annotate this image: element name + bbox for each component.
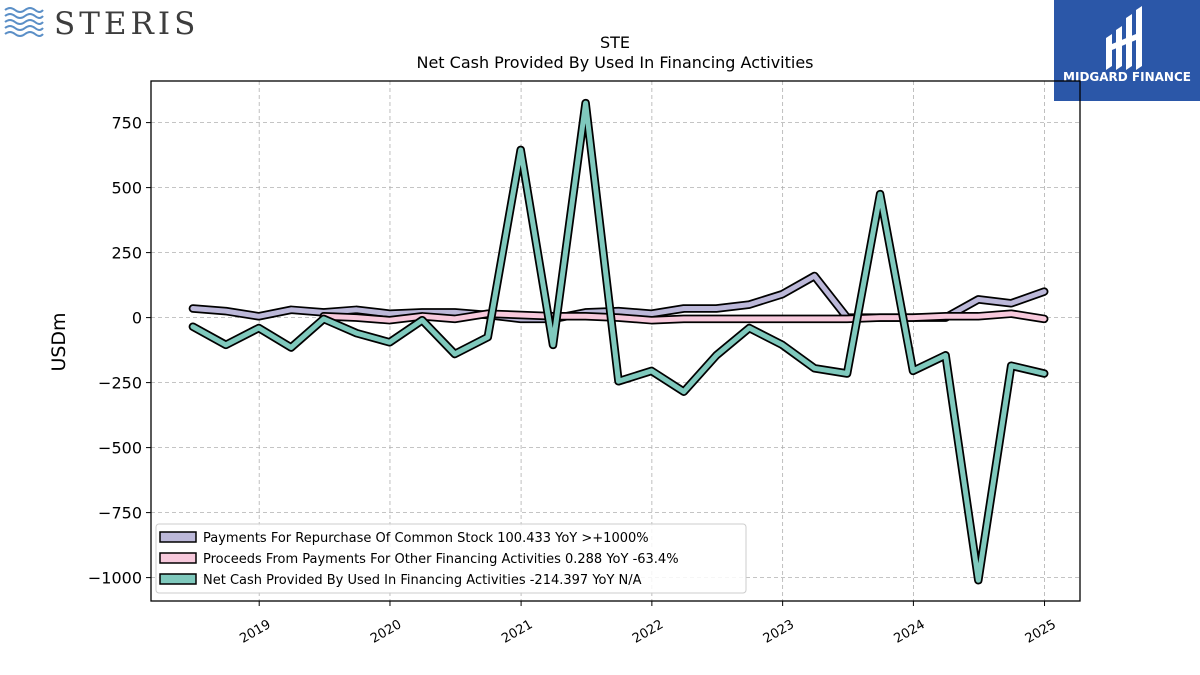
legend-swatch <box>159 573 197 585</box>
y-tick-label: 750 <box>111 114 142 133</box>
chart-subtitle: Net Cash Provided By Used In Financing A… <box>416 53 813 72</box>
x-tick-label: 2019 <box>237 617 273 647</box>
series-line-2 <box>190 100 1047 583</box>
series-line-1 <box>321 311 1047 323</box>
midgard-monogram-icon <box>1106 6 1142 70</box>
x-tick-label: 2020 <box>368 617 404 647</box>
midgard-wordmark: MIDGARD FINANCE <box>1063 70 1191 84</box>
y-tick-label: 0 <box>132 309 142 328</box>
legend-label: Proceeds From Payments For Other Financi… <box>203 552 679 567</box>
legend-swatch <box>159 552 197 564</box>
x-tick-label: 2024 <box>892 617 928 647</box>
x-tick-label: 2023 <box>761 617 797 647</box>
midgard-finance-logo: MIDGARD FINANCE <box>1054 0 1200 101</box>
y-tick-label: 250 <box>111 244 142 263</box>
x-tick-label: 2022 <box>630 617 666 647</box>
chart-title: STE <box>600 33 630 52</box>
series-outline-2 <box>188 98 1049 585</box>
y-tick-label: 500 <box>111 179 142 198</box>
y-tick-label: −250 <box>98 374 142 393</box>
steris-logo: STERIS <box>4 6 199 40</box>
plot-frame <box>150 80 1081 602</box>
legend-box <box>155 523 747 594</box>
legend-label: Net Cash Provided By Used In Financing A… <box>203 573 642 588</box>
steris-wave-icon <box>4 7 44 37</box>
legend: Payments For Repurchase Of Common Stock … <box>155 523 747 594</box>
series-line-0 <box>190 273 1047 322</box>
x-tick-label: 2021 <box>499 617 535 647</box>
x-tick-label: 2025 <box>1023 617 1059 647</box>
y-axis-label: USDm <box>48 312 70 371</box>
y-tick-label: −1000 <box>88 569 142 588</box>
series-lines <box>188 98 1049 585</box>
legend-label: Payments For Repurchase Of Common Stock … <box>203 531 649 546</box>
steris-wordmark: STERIS <box>54 6 199 40</box>
y-tick-label: −750 <box>98 504 142 523</box>
y-tick-label: −500 <box>98 439 142 458</box>
legend-swatch <box>159 531 197 543</box>
